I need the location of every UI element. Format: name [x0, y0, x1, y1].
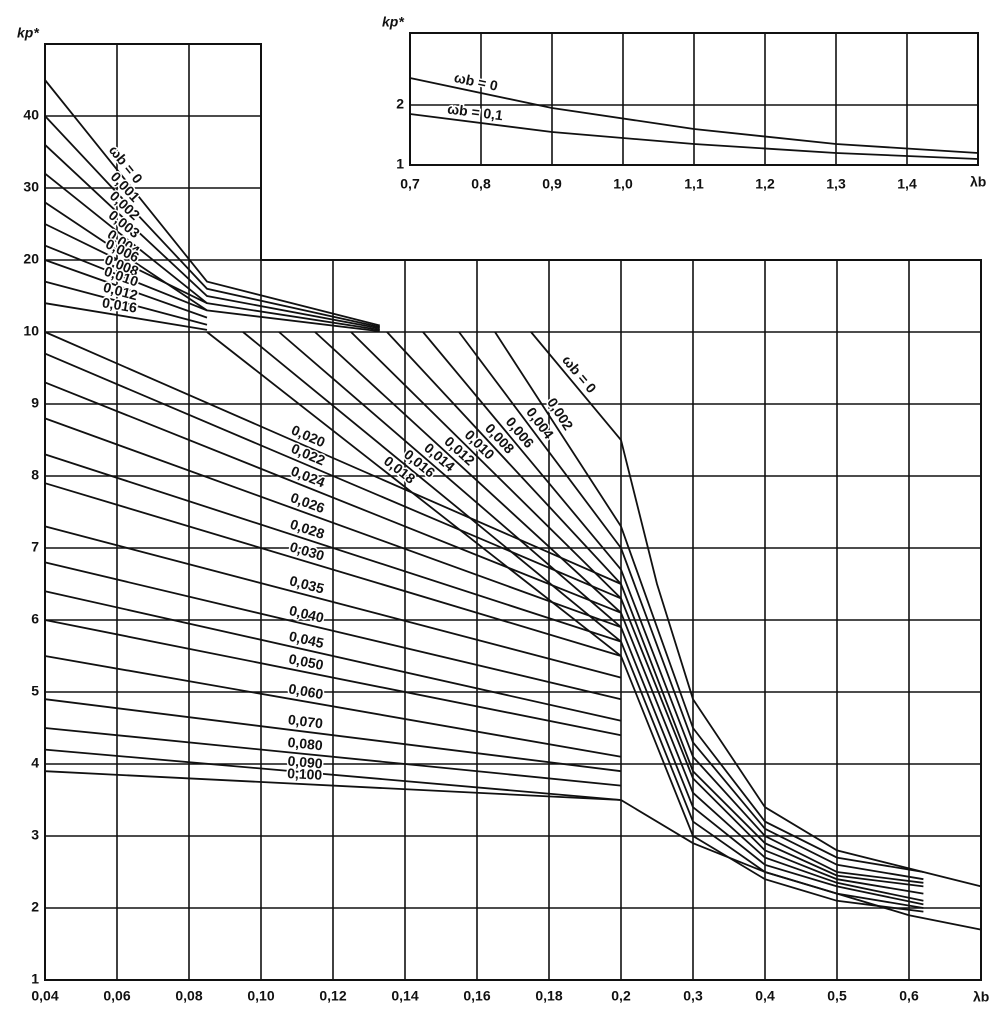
y-tick-label: 3: [31, 827, 39, 843]
curve: [44, 280, 208, 326]
curve: [44, 417, 622, 629]
y-tick-label: 2: [396, 96, 404, 112]
curve: [44, 331, 622, 585]
curve: [44, 590, 622, 722]
x-tick-label: 0,9: [542, 176, 562, 192]
curve: [44, 381, 622, 614]
y-tick-label: 1: [396, 156, 404, 172]
y-tick-label: 6: [31, 611, 39, 627]
curve: [458, 331, 924, 881]
curve: [44, 259, 208, 319]
curve: [422, 331, 924, 884]
curve: [530, 331, 982, 888]
y-tick-label: 4: [31, 755, 39, 771]
x-tick-label: 0,3: [683, 988, 703, 1004]
curve: [44, 619, 622, 737]
x-tick-label: 0,5: [827, 988, 847, 1004]
curve: [44, 727, 622, 787]
curve-label: 0,100: [287, 765, 323, 783]
curve: [44, 525, 622, 679]
curve: [409, 113, 979, 160]
curve: [44, 352, 622, 600]
y-tick-label: 20: [23, 251, 39, 267]
curve: [44, 748, 622, 801]
curve: [494, 331, 924, 873]
y-tick-label: 9: [31, 395, 39, 411]
curve-label: 0,070: [287, 711, 324, 731]
inset-background: [360, 13, 1003, 190]
curve-label: 0,090: [287, 753, 324, 772]
plot-frame: [44, 43, 982, 981]
curve: [314, 331, 924, 902]
x-tick-label: 0,16: [463, 988, 490, 1004]
curve: [44, 79, 381, 327]
y-tick-label: 5: [31, 683, 39, 699]
y-tick-label: 40: [23, 107, 39, 123]
curve: [386, 331, 924, 888]
x-tick-label: 0,8: [471, 176, 491, 192]
curve: [278, 331, 924, 906]
y-tick-label: 30: [23, 179, 39, 195]
x-tick-label: 1,1: [684, 176, 704, 192]
y-tick-label: 1: [31, 971, 39, 987]
x-tick-label: 1,3: [826, 176, 846, 192]
x-axis-label: λb: [973, 989, 989, 1005]
y-tick-label: 7: [31, 539, 39, 555]
x-tick-label: 0,6: [899, 988, 919, 1004]
x-tick-label: 0,4: [755, 988, 775, 1004]
x-tick-label: 0,18: [535, 988, 562, 1004]
x-tick-label: 0,14: [391, 988, 418, 1004]
curve: [44, 698, 622, 773]
curve-label: 0,080: [287, 734, 324, 753]
y-axis-label: kp*: [17, 25, 39, 41]
x-tick-label: 0,06: [103, 988, 130, 1004]
curve: [44, 144, 380, 330]
y-axis-label: kp*: [382, 14, 404, 30]
plot-frame: [409, 32, 979, 166]
curve: [44, 482, 622, 657]
curve: [409, 77, 979, 154]
curve: [44, 302, 208, 331]
y-tick-label: 2: [31, 899, 39, 915]
curve: [44, 770, 982, 931]
x-tick-label: 1,4: [897, 176, 917, 192]
x-axis-label: λb: [970, 174, 986, 190]
x-tick-label: 0,12: [319, 988, 346, 1004]
x-tick-label: 0,7: [400, 176, 420, 192]
curve: [44, 115, 380, 328]
x-tick-label: 0,10: [247, 988, 274, 1004]
x-tick-label: 0,2: [611, 988, 631, 1004]
curve: [44, 244, 208, 312]
x-tick-label: 1,0: [613, 176, 633, 192]
curve: [242, 331, 924, 909]
x-tick-label: 0,04: [31, 988, 58, 1004]
curve: [44, 453, 622, 643]
x-tick-label: 1,2: [755, 176, 775, 192]
curve: [44, 223, 208, 305]
y-tick-label: 8: [31, 467, 39, 483]
x-tick-label: 0,08: [175, 988, 202, 1004]
y-tick-label: 10: [23, 323, 39, 339]
curve: [44, 655, 622, 758]
curve: [350, 331, 924, 895]
curve: [44, 561, 622, 701]
